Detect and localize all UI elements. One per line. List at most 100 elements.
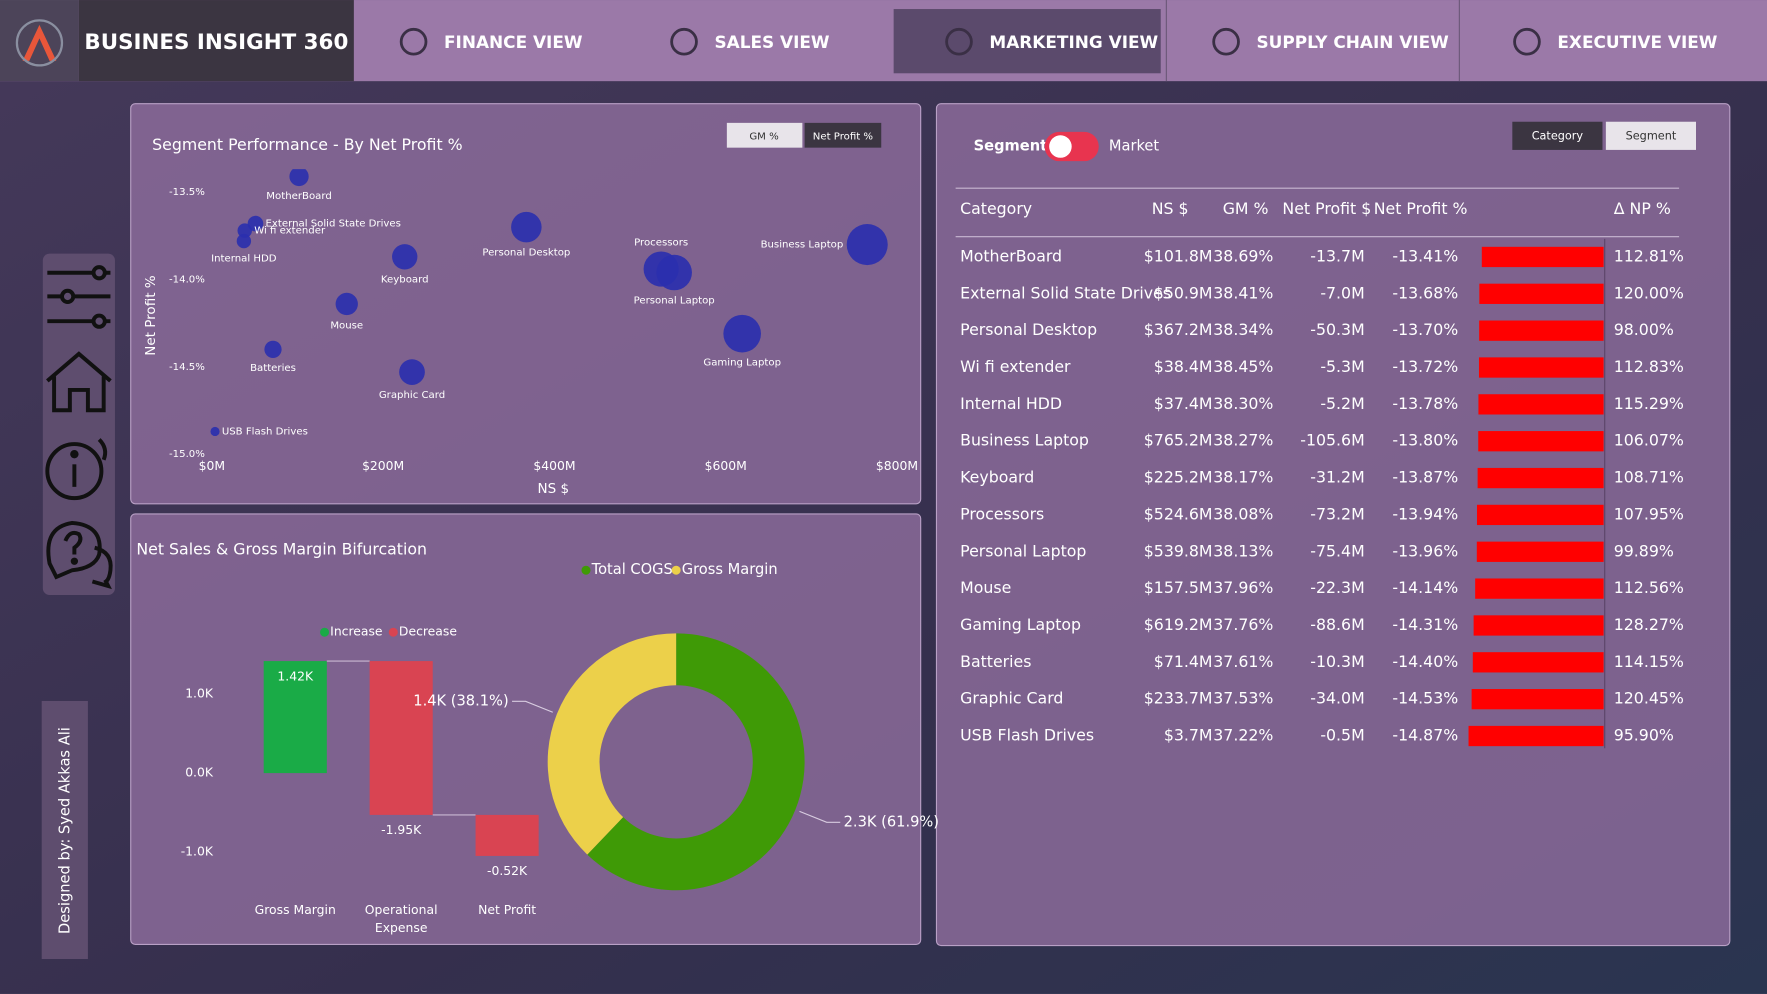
bubble [723, 314, 761, 353]
bubble [392, 244, 418, 270]
table-cell: External Solid State Drives [960, 283, 1171, 302]
table-cell: 128.27% [1614, 615, 1684, 634]
table-cell: 112.56% [1614, 578, 1684, 597]
active-tab[interactable] [893, 9, 1161, 74]
table-cell: $619.2M [1144, 615, 1213, 634]
np-bar [1475, 578, 1604, 599]
legend-label: Increase [330, 624, 382, 639]
y-tick-label: -1.0K [181, 843, 214, 858]
credit-box [41, 700, 88, 960]
bubble [656, 254, 692, 291]
table-cell: 112.81% [1614, 246, 1684, 265]
np-button[interactable] [804, 122, 882, 148]
table-cell: Batteries [960, 652, 1031, 671]
x-tick-label: $800M [876, 458, 918, 473]
category-button[interactable] [1512, 121, 1603, 150]
table-cell: Gaming Laptop [960, 615, 1081, 634]
table-cell: Personal Desktop [960, 320, 1097, 339]
x-tick-label: $600M [705, 458, 747, 473]
table-cell: -14.14% [1392, 578, 1458, 597]
value-label: 1.42K [277, 668, 314, 683]
gm-button[interactable] [726, 122, 803, 148]
table-cell: $157.5M [1144, 578, 1213, 597]
y-tick-label: -14.5% [169, 362, 205, 373]
table-cell: 38.17% [1213, 468, 1273, 487]
tab-label[interactable]: EXECUTIVE VIEW [1557, 32, 1717, 52]
column-header: Δ NP % [1614, 199, 1671, 218]
legend-swatch [581, 565, 591, 575]
column-header: GM % [1223, 199, 1269, 218]
tabs: FINANCE VIEW SALES VIEW MARKETING VIEW SUPP… [399, 0, 1718, 82]
gm-button-label[interactable]: GM % [749, 131, 779, 142]
table-cell: MotherBoard [960, 246, 1062, 265]
table-cell: -13.72% [1392, 357, 1458, 376]
table-cell: Personal Laptop [960, 541, 1086, 560]
table-cell: 38.41% [1213, 283, 1273, 302]
segment-button[interactable] [1605, 121, 1697, 150]
np-button-label[interactable]: Net Profit % [813, 131, 874, 142]
table-cell: -14.31% [1392, 615, 1458, 634]
donut-slice [547, 633, 677, 855]
filter-icon[interactable] [47, 265, 111, 329]
table-cell: -13.96% [1392, 541, 1458, 560]
logo [22, 24, 57, 61]
np-bar [1476, 541, 1604, 562]
table-cell: 98.00% [1614, 320, 1674, 339]
tab-icon[interactable] [1212, 27, 1240, 56]
table-cell: -105.6M [1300, 431, 1364, 450]
tab-icon[interactable] [945, 27, 973, 56]
toggle-left-label: Segment [974, 138, 1047, 155]
bubble [399, 359, 425, 385]
donut-label: 2.3K (61.9%) [844, 813, 939, 830]
table-cell: -31.2M [1310, 468, 1364, 487]
legend-swatch [671, 565, 681, 575]
bifurcation-panel [130, 513, 922, 945]
np-bar [1478, 394, 1604, 415]
table-cell: $233.7M [1144, 689, 1213, 708]
tab-icon[interactable] [1513, 27, 1541, 56]
help-icon[interactable] [46, 520, 113, 590]
tab-label[interactable]: SALES VIEW [714, 32, 829, 52]
tab-label[interactable]: SUPPLY CHAIN VIEW [1257, 32, 1450, 52]
bubbles [210, 169, 888, 437]
table-cell: $367.2M [1144, 320, 1213, 339]
y-axis-title: Net Profit % [143, 275, 159, 356]
toggle-knob[interactable] [1049, 135, 1072, 158]
column-header: Net Profit % [1374, 199, 1468, 218]
column-header: Category [960, 199, 1032, 218]
table-cell: -73.2M [1310, 504, 1364, 523]
table-cell: 115.29% [1614, 394, 1684, 413]
table-cell: 37.96% [1213, 578, 1273, 597]
legend-label: Gross Margin [682, 561, 778, 578]
bubble-label: Gaming Laptop [703, 358, 781, 369]
segment-button-label[interactable]: Segment [1626, 129, 1677, 142]
tab-icon[interactable] [399, 27, 428, 56]
credit: Designed by: Syed Akkas Ali [56, 727, 73, 934]
table-cell: -13.7M [1310, 246, 1364, 265]
table-cell: -14.40% [1392, 652, 1458, 671]
bubble-label: External Solid State Drives [266, 219, 401, 230]
bubble [264, 340, 282, 358]
table-cell: $71.4M [1154, 652, 1213, 671]
table-cell: $37.4M [1154, 394, 1213, 413]
category-button-label[interactable]: Category [1532, 129, 1584, 142]
table-cell: -5.2M [1320, 394, 1364, 413]
table-cell: Business Laptop [960, 431, 1089, 450]
home-icon[interactable] [46, 351, 112, 413]
table-cell: -14.53% [1392, 689, 1458, 708]
y-tick-label: -15.0% [169, 449, 205, 460]
table-cell: $765.2M [1144, 431, 1213, 450]
scatter-panel [130, 103, 922, 505]
bubble-label: Keyboard [381, 275, 429, 286]
tab-icon[interactable] [670, 27, 698, 56]
table-cell: Processors [960, 504, 1044, 523]
bubble-label: Personal Desktop [482, 248, 570, 259]
tab-label[interactable]: MARKETING VIEW [989, 32, 1158, 52]
tab-label[interactable]: FINANCE VIEW [444, 32, 583, 52]
toggle-right-label: Market [1109, 138, 1160, 155]
info-icon[interactable] [45, 438, 108, 501]
table-cell: $524.6M [1144, 504, 1213, 523]
table-cell: -75.4M [1310, 541, 1364, 560]
category-label-box: Operational Expense [365, 903, 438, 936]
